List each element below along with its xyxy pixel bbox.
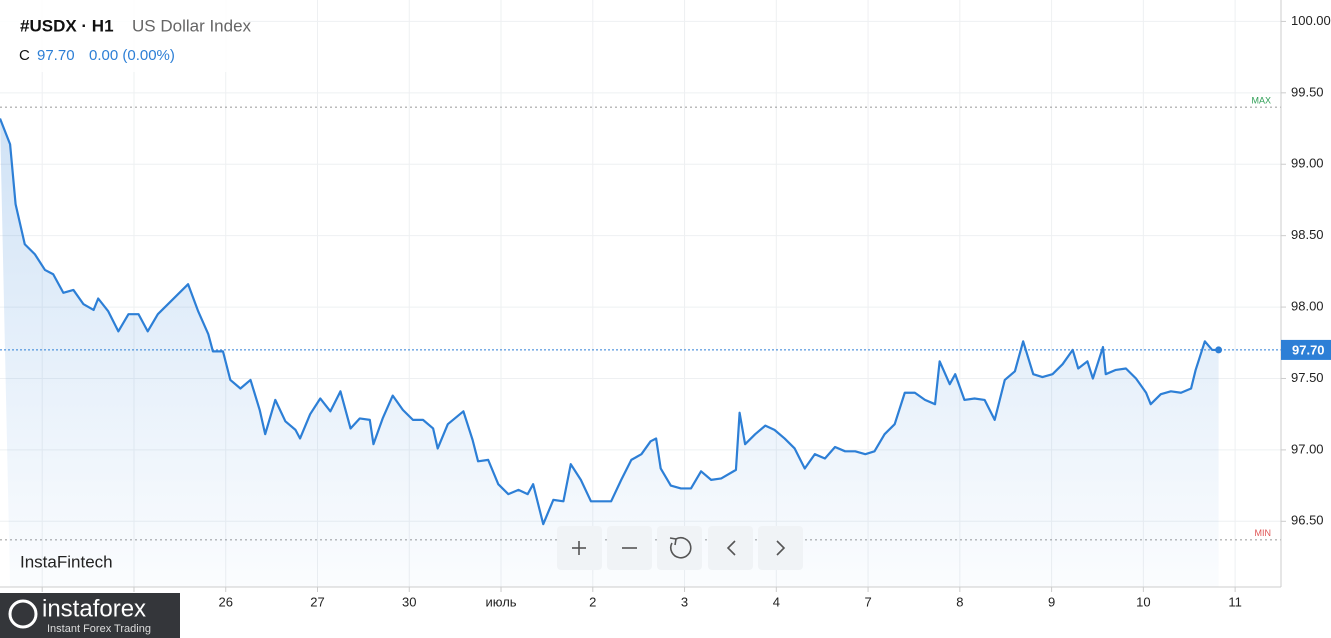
x-tick-label: 30 bbox=[402, 594, 416, 609]
x-tick-label: 10 bbox=[1136, 594, 1150, 609]
x-tick-label: 8 bbox=[956, 594, 963, 609]
y-tick-label: 98.00 bbox=[1291, 299, 1324, 314]
x-tick-label: 4 bbox=[773, 594, 780, 609]
y-tick-label: 97.50 bbox=[1291, 370, 1324, 385]
x-tick-label: 11 bbox=[1228, 594, 1242, 609]
x-tick-label: 27 bbox=[310, 594, 324, 609]
close-value: 97.70 bbox=[37, 47, 75, 64]
logo-icon bbox=[8, 599, 38, 629]
y-tick-label: 97.00 bbox=[1291, 441, 1324, 456]
line bbox=[0, 118, 1219, 526]
zoom-out-button[interactable] bbox=[607, 526, 652, 570]
scroll-left-button[interactable] bbox=[708, 526, 753, 570]
close-prefix: C bbox=[19, 47, 30, 64]
last-point bbox=[1215, 346, 1223, 354]
chart-subtitle: US Dollar Index bbox=[132, 16, 252, 35]
logo-bg bbox=[0, 593, 180, 638]
logo-tagline: Instant Forex Trading bbox=[47, 623, 151, 635]
price-tag bbox=[1281, 339, 1331, 360]
reset-button[interactable] bbox=[657, 526, 702, 570]
min-line-label: MIN bbox=[1255, 528, 1272, 538]
y-tick-label: 99.50 bbox=[1291, 84, 1324, 99]
y-tick-label: 99.00 bbox=[1291, 156, 1324, 171]
chart-title: #USDX · H1 bbox=[20, 16, 114, 35]
scroll-right-button[interactable] bbox=[758, 526, 803, 570]
watermark: InstaFintech bbox=[20, 552, 113, 571]
zoom-in-button[interactable] bbox=[557, 526, 602, 570]
toolbar bbox=[557, 526, 803, 570]
price-tag-label: 97.70 bbox=[1292, 342, 1325, 357]
y-tick-label: 100.00 bbox=[1291, 13, 1331, 28]
area bbox=[0, 118, 1219, 588]
x-tick-label: 9 bbox=[1048, 594, 1055, 609]
y-tick-label: 98.50 bbox=[1291, 227, 1324, 242]
x-tick-label: 26 bbox=[219, 594, 233, 609]
x-tick-label: 2 bbox=[589, 594, 596, 609]
x-tick-label: 3 bbox=[681, 594, 688, 609]
logo-text: instaforex bbox=[42, 595, 146, 622]
x-tick-label: 7 bbox=[864, 594, 871, 609]
plot bbox=[0, 118, 1223, 588]
max-line-label: MAX bbox=[1251, 95, 1271, 105]
y-tick-label: 96.50 bbox=[1291, 513, 1324, 528]
header-bg bbox=[0, 0, 245, 72]
close-change: 0.00 (0.00%) bbox=[89, 47, 175, 64]
x-tick-label: июль bbox=[485, 594, 516, 609]
logo: instaforex Instant Forex Trading bbox=[0, 593, 180, 638]
